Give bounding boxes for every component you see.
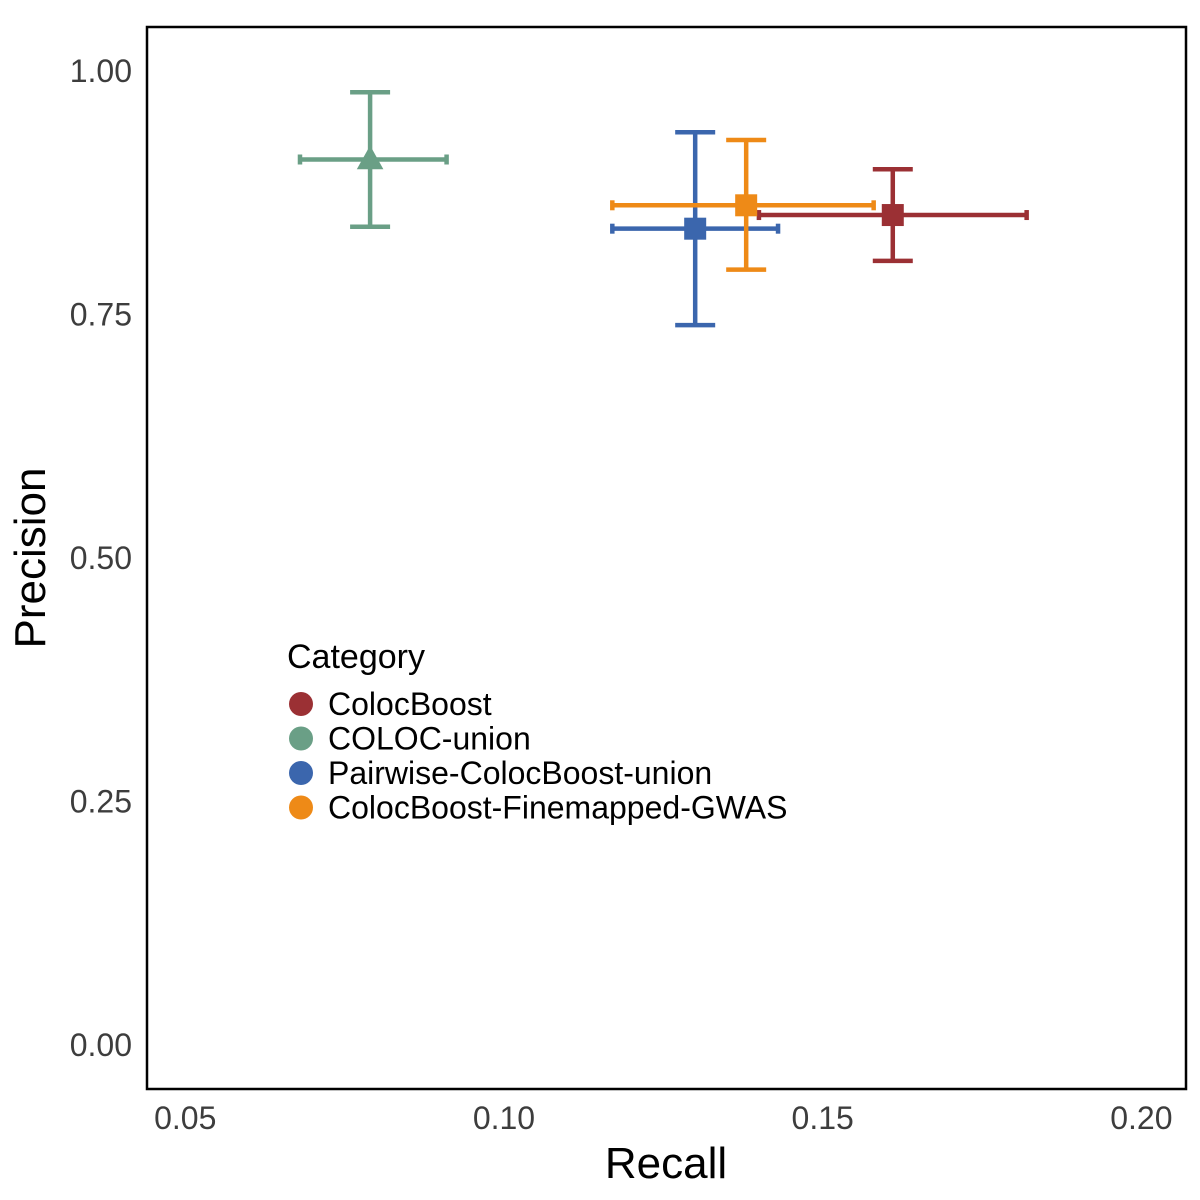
x-tick-label: 0.20: [1110, 1100, 1172, 1136]
legend-key: [289, 795, 313, 820]
y-tick-label: 0.50: [70, 540, 132, 576]
data-point-square: [684, 217, 707, 240]
y-tick-label: 1.00: [70, 53, 132, 89]
y-tick-label: 0.00: [70, 1027, 132, 1063]
y-tick-label: 0.25: [70, 784, 132, 820]
legend-key: [289, 726, 313, 751]
x-axis-title: Recall: [605, 1139, 727, 1188]
data-point-triangle: [356, 145, 384, 170]
x-tick-label: 0.15: [792, 1100, 854, 1136]
series-4: [610, 137, 876, 272]
y-tick-label: 0.75: [70, 296, 132, 332]
data-point-square: [735, 194, 758, 217]
series-2: [297, 90, 449, 229]
plot-panel: [145, 25, 1188, 1091]
data-point-square: [881, 204, 904, 227]
legend-key: [289, 761, 313, 785]
series-1: [756, 166, 1029, 264]
legend: Category ColocBoostCOLOC-unionPairwise-C…: [287, 638, 787, 826]
data-marks: [297, 90, 1029, 328]
x-tick-label: 0.05: [154, 1100, 216, 1136]
x-axis-ticks: 0.05 0.10 0.15 0.20: [154, 1100, 1172, 1136]
legend-title: Category: [287, 638, 425, 676]
legend-key: [289, 692, 313, 716]
series-3: [610, 129, 781, 328]
y-axis-ticks: 0.00 0.25 0.50 0.75 1.00: [70, 53, 132, 1063]
legend-label: Pairwise-ColocBoost-union: [328, 755, 712, 791]
y-axis-title: Precision: [6, 468, 55, 649]
legend-label: ColocBoost: [328, 686, 492, 722]
x-tick-label: 0.10: [473, 1100, 535, 1136]
legend-label: ColocBoost-Finemapped-GWAS: [328, 790, 787, 826]
legend-label: COLOC-union: [328, 721, 531, 757]
